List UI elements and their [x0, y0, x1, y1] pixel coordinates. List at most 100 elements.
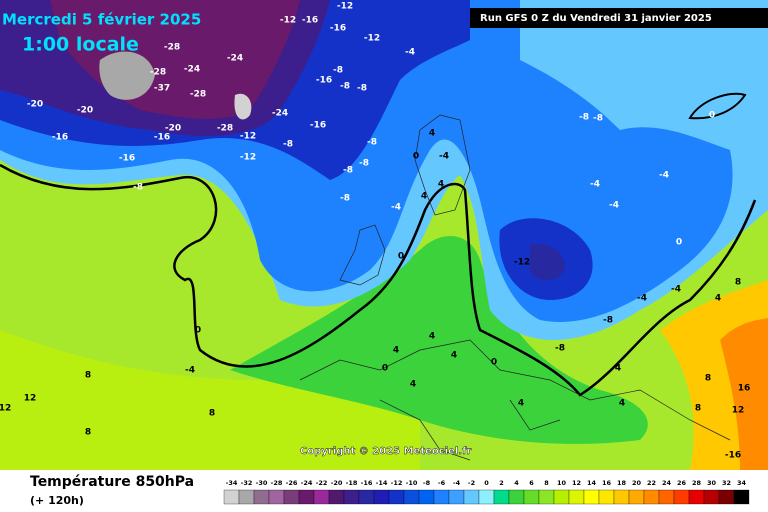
map-label: -16	[52, 133, 68, 143]
map-label: -4	[671, 285, 681, 295]
map-label: 4	[410, 380, 416, 390]
map-label: 4	[715, 294, 721, 304]
legend-swatch	[238, 489, 255, 505]
legend-swatch	[223, 489, 240, 505]
map-label: 12	[732, 406, 745, 416]
legend-label: 18	[617, 479, 627, 487]
time-title: 1:00 locale	[22, 34, 139, 56]
legend-label: -20	[331, 479, 343, 487]
warm-zone	[720, 318, 768, 470]
map-label: -8	[343, 166, 353, 176]
coastlines	[299, 114, 731, 461]
map-label: 16	[738, 384, 751, 394]
map-label: -16	[725, 451, 741, 461]
legend-swatch	[418, 489, 435, 505]
legend: -34 -32 -30 -28 -26 -24 -22 -20 -18 -16 -14 -12 -10-…	[223, 479, 750, 505]
legend-label: 24	[662, 479, 672, 487]
legend-label: -24	[301, 479, 313, 487]
map-label: -20	[77, 106, 93, 116]
map-label: -4	[637, 294, 647, 304]
legend-label: 8	[544, 479, 549, 487]
legend-swatch	[523, 489, 540, 505]
map-label: -8	[359, 159, 369, 169]
legend-label: 34	[737, 479, 747, 487]
legend-swatch	[298, 489, 315, 505]
legend-label: 6	[529, 479, 534, 487]
map-label: 4	[619, 399, 625, 409]
legend-swatch	[553, 489, 570, 505]
legend-swatch	[643, 489, 660, 505]
zero-isotherm	[688, 92, 747, 120]
legend-label: 28	[692, 479, 702, 487]
legend-swatch	[673, 489, 690, 505]
legend-label: 4	[514, 479, 519, 487]
legend-swatch	[613, 489, 630, 505]
legend-swatch	[718, 489, 735, 505]
map-label: -4	[391, 203, 401, 213]
map-label: 4	[429, 129, 435, 139]
map-label: 4	[421, 192, 427, 202]
legend-label: -16	[361, 479, 373, 487]
map-label: 0	[195, 326, 201, 336]
legend-label: -30	[256, 479, 268, 487]
legend-label: 12	[572, 479, 581, 487]
legend-swatch	[448, 489, 465, 505]
legend-label: 20	[632, 479, 642, 487]
map-label: 8	[209, 409, 215, 419]
legend-swatch	[628, 489, 645, 505]
map-label: 0	[382, 364, 388, 374]
map-label: 8	[85, 428, 91, 438]
legend-swatch	[583, 489, 600, 505]
map-label: -16	[302, 16, 318, 26]
map-label: -8	[357, 84, 367, 94]
legend-label: -6	[438, 479, 446, 487]
map-label: -12	[240, 132, 256, 142]
map-label: -16	[330, 24, 346, 34]
map-label: -28	[164, 43, 180, 53]
legend-swatch	[538, 489, 555, 505]
map-label: -8	[333, 66, 343, 76]
legend-swatch	[568, 489, 585, 505]
map-label: 0	[676, 238, 682, 248]
run-info: Run GFS 0 Z du Vendredi 31 janvier 2025	[480, 13, 712, 24]
map-label: 8	[735, 278, 741, 288]
map-label: -4	[590, 180, 600, 190]
footer-lead: (+ 120h)	[30, 494, 84, 507]
map-label: -16	[119, 154, 135, 164]
map-label: -8	[579, 113, 589, 123]
map-label: -28	[190, 90, 206, 100]
map-label: -12	[240, 153, 256, 163]
legend-label: -18	[346, 479, 358, 487]
map-labels: -28-28 -24-24-37-28-20-20-16 -16-16-20 -28-…	[0, 2, 750, 461]
legend-label: 26	[677, 479, 687, 487]
zero-isotherm	[0, 163, 757, 397]
map-label: -24	[227, 54, 243, 64]
map-label: -37	[154, 84, 170, 94]
legend-label: -32	[241, 479, 253, 487]
map-label: 0	[491, 358, 497, 368]
mild-zone	[230, 236, 648, 444]
map-label: -12	[364, 34, 380, 44]
legend-label: 32	[722, 479, 731, 487]
map-label: -8	[593, 114, 603, 124]
map-label: 4	[393, 346, 399, 356]
map-label: -8	[340, 82, 350, 92]
legend-label: -14	[376, 479, 388, 487]
legend-label: 22	[647, 479, 656, 487]
legend-label: 30	[707, 479, 717, 487]
map-label: 4	[518, 399, 524, 409]
map-label: -12	[337, 2, 353, 12]
map-label: 8	[85, 371, 91, 381]
legend-swatch	[433, 489, 450, 505]
map-label: 12	[24, 394, 37, 404]
legend-swatch	[313, 489, 330, 505]
map-label: 0	[709, 111, 715, 121]
copyright: Copyright © 2025 Meteociel.fr	[300, 446, 471, 457]
legend-swatch	[253, 489, 270, 505]
map-label: -16	[154, 133, 170, 143]
warm-zone	[0, 330, 420, 470]
legend-label: 0	[484, 479, 489, 487]
map-label: -24	[184, 65, 200, 75]
map-label: -8	[340, 194, 350, 204]
legend-label: -10	[406, 479, 418, 487]
